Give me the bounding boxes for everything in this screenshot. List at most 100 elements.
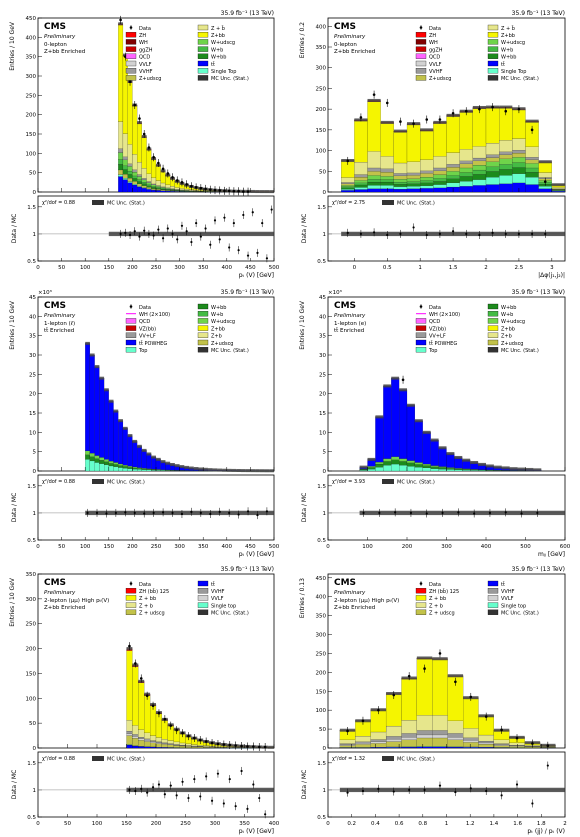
- bar-W+bb: [170, 190, 175, 191]
- legend-swatch: [197, 39, 209, 45]
- ratio-mc-band: [359, 510, 565, 516]
- bar-Top: [391, 463, 400, 472]
- bar-W+bb: [127, 467, 133, 469]
- y-tick-label: 400: [26, 35, 37, 41]
- ratio-point: [199, 511, 202, 515]
- bar-Z+udscg: [170, 190, 175, 192]
- bar-Z+b̄: [141, 168, 147, 179]
- bar-tt̄ POWHEG: [454, 457, 463, 469]
- bar-Z+b̄: [551, 187, 566, 189]
- bar-Z+bb: [141, 137, 147, 169]
- legend-swatch: [125, 332, 137, 338]
- data-point: [546, 744, 550, 748]
- data-point: [166, 172, 170, 175]
- data-point: [237, 189, 240, 193]
- bar-Top: [470, 470, 479, 472]
- data-point: [194, 186, 198, 189]
- ratio-point: [209, 243, 212, 246]
- ratio-point: [199, 795, 202, 798]
- ratio-point: [133, 230, 136, 233]
- mc-uncertainty-band: [127, 434, 133, 438]
- ratio-point: [143, 229, 146, 232]
- ratio-point: [169, 784, 172, 787]
- data-point: [161, 167, 165, 171]
- legend-swatch: [125, 325, 137, 331]
- x-tick-label: 200: [127, 265, 138, 271]
- bar-tt̄ POWHEG: [406, 405, 415, 461]
- data-point: [515, 736, 519, 740]
- bar-W+bb: [446, 468, 455, 470]
- bar-W+udscg: [341, 185, 355, 187]
- data-point: [145, 694, 149, 698]
- bar-VVHF: [393, 173, 408, 176]
- legend-swatch: [125, 53, 137, 59]
- bar-W+b: [151, 186, 157, 188]
- ratio-point: [515, 783, 519, 786]
- mc-uncertainty-band: [383, 384, 392, 388]
- ratio-point: [517, 232, 521, 236]
- bar-Top: [430, 468, 439, 472]
- ratio-point: [119, 232, 122, 236]
- bar-W+udscg: [113, 462, 119, 465]
- chi2-label: χ²/dof = 0.88: [42, 200, 75, 206]
- bar-VVLF: [385, 739, 402, 742]
- legend-swatch: [125, 68, 137, 74]
- bar-Z + udscg: [493, 745, 510, 748]
- bar-tt̄: [525, 184, 539, 193]
- bar-tt̄: [132, 745, 139, 749]
- x-axis-label: pₜ (V) [GeV]: [239, 272, 274, 279]
- bar-Z+udscg: [122, 174, 128, 179]
- ratio-point: [256, 513, 259, 517]
- legend-label: VV+LF: [429, 334, 446, 340]
- y-tick-label: 40: [29, 314, 36, 320]
- mc-uncertainty-band: [525, 467, 534, 471]
- bar-Z + udscg: [203, 747, 210, 748]
- x-tick-label: 0: [36, 544, 40, 550]
- bar-tt̄ POWHEG: [132, 441, 138, 468]
- bar-Z+udscg: [420, 173, 434, 178]
- bar-VVLF: [401, 737, 417, 740]
- ratio-point: [425, 233, 428, 237]
- bar-tt̄: [432, 746, 448, 749]
- mc-uncertainty-band: [132, 439, 138, 443]
- x-tick-label: 0: [36, 265, 40, 271]
- data-point: [169, 724, 173, 727]
- bar-W+bb: [113, 464, 119, 467]
- bar-Z+b̄: [165, 184, 171, 188]
- ratio-y-axis-label: Data / MC: [301, 214, 308, 244]
- bar-W+bb: [122, 466, 128, 469]
- x-tick-label: 0: [36, 821, 40, 827]
- ratio-point: [157, 228, 160, 231]
- ratio-point: [105, 512, 108, 515]
- bar-Z + b: [493, 739, 510, 744]
- ratio-legend-swatch: [92, 479, 104, 484]
- ratio-y-tick-label: 1.5: [317, 484, 326, 490]
- x-tick-label: 0: [353, 265, 357, 271]
- bar-Z+udscg: [525, 159, 539, 164]
- y-axis-label: Entries / 0.2: [299, 22, 306, 58]
- legend-swatch: [415, 325, 427, 331]
- ratio-point: [488, 511, 492, 515]
- bar-Z+b̄: [122, 133, 128, 157]
- bar-W+udscg: [393, 179, 408, 183]
- bar-W+bb: [94, 458, 100, 463]
- bar-W+b: [165, 189, 171, 190]
- y-tick-label: 150: [26, 132, 37, 138]
- y-tick-label: 0: [33, 190, 37, 196]
- ratio-point: [465, 232, 468, 236]
- bar-Z+udscg: [485, 157, 500, 162]
- mc-uncertainty-band: [156, 457, 161, 461]
- bar-Z + udscg: [161, 744, 168, 748]
- data-point: [142, 132, 146, 136]
- legend-label: VVHF: [139, 69, 153, 75]
- data-point: [151, 704, 155, 708]
- bar-Z+bb: [472, 108, 487, 147]
- x-tick-label: 50: [64, 821, 71, 827]
- data-point: [484, 715, 488, 718]
- bar-tt̄: [485, 184, 500, 193]
- bar-VVHF: [151, 183, 157, 185]
- bar-W+bb: [165, 189, 171, 191]
- bar-tt̄ POWHEG: [113, 410, 119, 463]
- data-point: [227, 189, 231, 193]
- bar-VVHF: [401, 733, 417, 738]
